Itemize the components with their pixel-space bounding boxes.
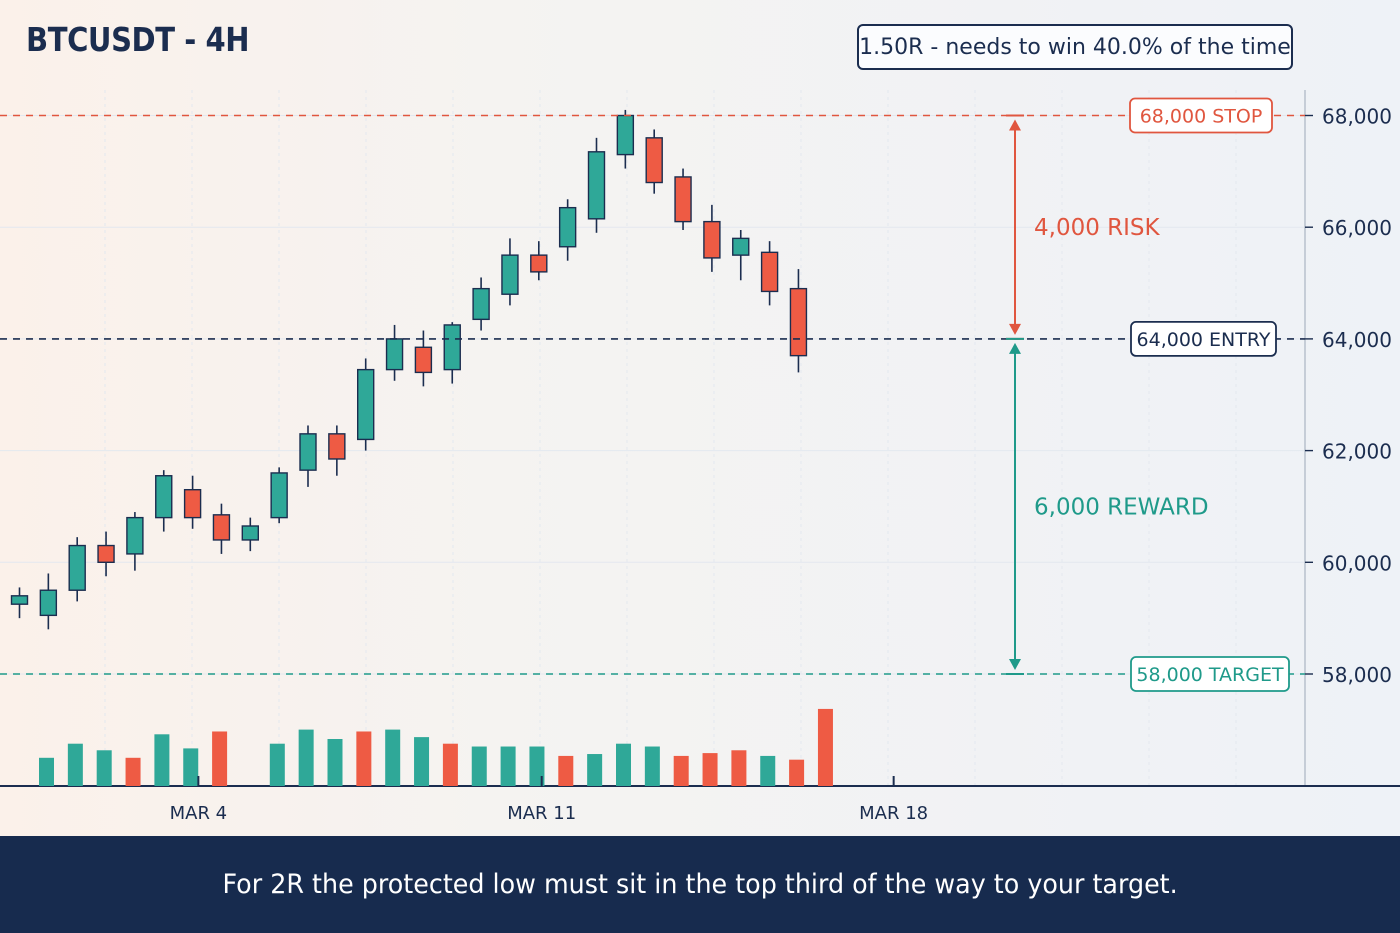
candle-body xyxy=(703,220,721,259)
volume-bar xyxy=(702,753,718,786)
candle-body xyxy=(299,433,317,471)
candle-body xyxy=(645,137,663,184)
volume-bar xyxy=(673,755,689,786)
volume-bar xyxy=(414,737,430,786)
volume-bar xyxy=(67,743,83,786)
reward-measure-label: 6,000 REWARD xyxy=(1034,494,1209,520)
risk-measure-label: 4,000 RISK xyxy=(1034,215,1161,241)
candle-body xyxy=(183,488,202,519)
volume-bar xyxy=(183,748,199,786)
volume-bar xyxy=(789,759,805,786)
reward-measure-arrow xyxy=(1006,337,1024,675)
candles xyxy=(10,109,808,630)
target-level-tag: 58,000 TARGET xyxy=(1130,656,1290,692)
candle-body xyxy=(212,514,231,541)
volume-bar xyxy=(212,731,228,786)
y-axis-tick-labels: 58,000 60,000 62,000 64,000 66,000 68,000 xyxy=(1305,105,1392,687)
volume-bar xyxy=(471,746,487,786)
candle-body xyxy=(126,516,144,555)
volume-bar xyxy=(616,743,631,786)
volume-bar xyxy=(154,734,170,786)
chart-title: BTCUSDT - 4H xyxy=(26,20,250,59)
candle-body xyxy=(155,475,173,519)
volume-bar xyxy=(558,755,574,786)
volume-bar xyxy=(96,750,112,786)
candle-body xyxy=(674,176,692,223)
risk-reward-summary-box: 1.50R - needs to win 40.0% of the time xyxy=(857,24,1293,70)
grid-lines xyxy=(0,90,1305,786)
candle-body xyxy=(39,589,58,617)
candle-body xyxy=(587,151,606,220)
y-tick-label: 66,000 xyxy=(1322,216,1392,240)
candle-body xyxy=(385,338,404,371)
candle-body xyxy=(760,251,779,293)
entry-level-tag-text: 64,000 ENTRY xyxy=(1137,329,1271,351)
volume-bar xyxy=(327,739,343,786)
volume-bar xyxy=(500,746,516,786)
candle-body xyxy=(530,254,548,273)
candle-body xyxy=(732,237,750,256)
x-tick-label: MAR 18 xyxy=(859,803,928,824)
volume-bar xyxy=(385,729,401,786)
y-tick-label: 62,000 xyxy=(1322,440,1392,464)
entry-level-tag: 64,000 ENTRY xyxy=(1130,320,1277,357)
y-tick-label: 60,000 xyxy=(1322,551,1392,575)
x-axis-tick-labels: MAR 4 MAR 11 MAR 18 xyxy=(170,776,928,824)
risk-reward-summary-text: 1.50R - needs to win 40.0% of the time xyxy=(859,34,1291,60)
candle-body xyxy=(241,525,260,541)
candle-body xyxy=(472,287,490,321)
volume-bar xyxy=(644,746,660,786)
volume-bar xyxy=(125,757,141,786)
candle-body xyxy=(789,287,808,357)
volume-bars xyxy=(39,708,833,786)
volume-bar xyxy=(298,729,314,786)
candle-body xyxy=(501,254,519,295)
volume-bar xyxy=(817,708,833,786)
candle-body xyxy=(97,544,115,563)
volume-bar xyxy=(442,743,458,786)
volume-bar xyxy=(587,754,603,786)
y-tick-label: 68,000 xyxy=(1322,105,1392,129)
volume-bar xyxy=(356,731,372,786)
y-tick-label: 58,000 xyxy=(1322,663,1392,687)
candlestick-chart: 4,000 RISK 6,000 REWARD 68,000 STOP 64,0… xyxy=(0,90,1400,824)
volume-bar xyxy=(269,743,285,786)
stop-level-tag-text: 68,000 STOP xyxy=(1140,106,1263,128)
arrow-head xyxy=(1009,323,1021,335)
candle-body xyxy=(558,206,577,248)
volume-bar xyxy=(760,755,776,786)
candle-body xyxy=(270,472,288,519)
y-tick-label: 64,000 xyxy=(1322,328,1392,352)
x-tick-label: MAR 11 xyxy=(507,803,576,824)
volume-bar xyxy=(39,757,54,786)
candle-body xyxy=(10,595,29,605)
candle-body xyxy=(328,433,346,460)
candle-body xyxy=(443,324,461,371)
candle-body xyxy=(414,346,433,374)
arrow-head xyxy=(1009,659,1021,670)
candle-body xyxy=(68,544,86,591)
volume-bar xyxy=(731,750,747,786)
candle-body xyxy=(616,114,635,156)
arrow-head xyxy=(1009,119,1021,131)
caption-text: For 2R the protected low must sit in the… xyxy=(222,869,1178,900)
arrow-head xyxy=(1009,342,1021,354)
target-level-tag-text: 58,000 TARGET xyxy=(1136,664,1284,686)
caption-bar: For 2R the protected low must sit in the… xyxy=(0,836,1400,933)
x-tick-label: MAR 4 xyxy=(170,803,228,824)
stop-level-tag: 68,000 STOP xyxy=(1129,97,1273,134)
candle-body xyxy=(357,368,375,441)
